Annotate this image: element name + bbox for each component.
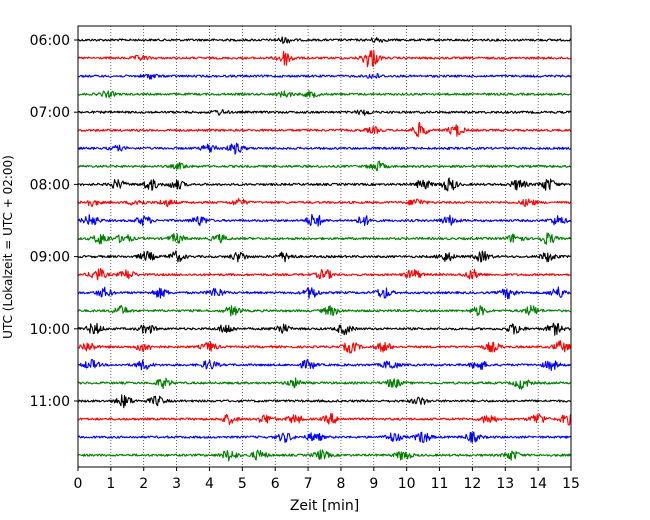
y-tick-label: 09:00 bbox=[30, 250, 70, 266]
seismogram-trace bbox=[77, 412, 572, 426]
y-tick-label: 06:00 bbox=[30, 33, 70, 49]
seismogram-trace bbox=[77, 36, 572, 45]
seismogram-trace bbox=[77, 268, 572, 281]
x-tick-label: 10 bbox=[398, 476, 416, 492]
seismogram-trace bbox=[77, 377, 572, 390]
x-tick-label: 15 bbox=[562, 476, 580, 492]
seismogram-trace bbox=[77, 286, 572, 300]
x-tick-label: 8 bbox=[336, 476, 345, 492]
y-tick-label: 08:00 bbox=[30, 177, 70, 193]
seismogram-trace bbox=[78, 304, 572, 317]
seismogram-trace bbox=[77, 109, 572, 116]
x-axis-label: Zeit [min] bbox=[290, 498, 359, 514]
seismogram-trace bbox=[77, 250, 572, 263]
seismogram-trace bbox=[77, 358, 572, 371]
seismogram-trace bbox=[77, 49, 572, 68]
seismogram-trace bbox=[77, 160, 572, 172]
seismogram-trace bbox=[77, 449, 572, 462]
seismogram-trace bbox=[77, 72, 572, 80]
x-tick-label: 1 bbox=[106, 476, 115, 492]
x-tick-label: 12 bbox=[463, 476, 481, 492]
seismogram-trace bbox=[77, 394, 572, 409]
x-tick-label: 14 bbox=[529, 476, 547, 492]
seismogram-trace bbox=[77, 340, 572, 354]
x-tick-label: 7 bbox=[304, 476, 313, 492]
x-axis-ticks: 0 1 2 3 4 5 6 7 8 9 10 11 12 13 14 15 bbox=[74, 467, 580, 492]
seismogram-trace bbox=[77, 90, 572, 99]
y-tick-label: 10:00 bbox=[30, 322, 70, 338]
seismogram-traces bbox=[77, 36, 572, 462]
x-tick-label: 13 bbox=[496, 476, 514, 492]
x-tick-label: 2 bbox=[139, 476, 148, 492]
y-axis-ticks: 06:00 07:00 08:00 09:00 10:00 11:00 bbox=[30, 33, 78, 410]
seismogram-trace bbox=[77, 177, 572, 192]
x-tick-label: 9 bbox=[369, 476, 378, 492]
y-tick-label: 07:00 bbox=[30, 105, 70, 121]
x-tick-label: 5 bbox=[238, 476, 247, 492]
seismogram-trace bbox=[77, 121, 572, 138]
plot-frame bbox=[77, 25, 572, 468]
x-tick-label: 11 bbox=[431, 476, 449, 492]
seismogram-trace bbox=[77, 232, 572, 246]
seismogram-trace bbox=[77, 322, 572, 336]
x-tick-label: 0 bbox=[74, 476, 83, 492]
seismogram-trace bbox=[77, 142, 572, 155]
x-tick-label: 3 bbox=[172, 476, 181, 492]
seismogram-trace bbox=[77, 431, 572, 444]
seismogram-trace bbox=[77, 213, 572, 227]
y-axis-label: UTC (Lokalzeit = UTC + 02:00) bbox=[1, 155, 15, 339]
x-tick-label: 6 bbox=[271, 476, 280, 492]
x-tick-label: 4 bbox=[205, 476, 214, 492]
seismogram-trace bbox=[77, 197, 572, 208]
y-tick-label: 11:00 bbox=[30, 394, 70, 410]
